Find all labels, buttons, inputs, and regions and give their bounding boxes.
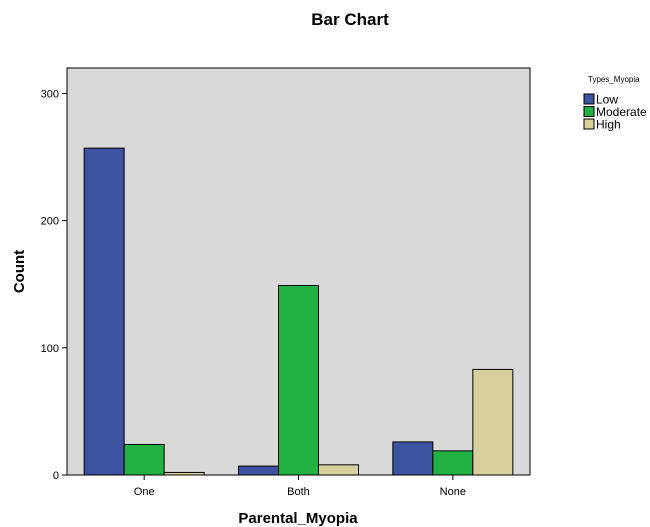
y-axis: 0 100 200 300 xyxy=(41,88,67,482)
y-tick-label: 0 xyxy=(53,470,59,482)
bar-high-both xyxy=(318,464,359,476)
bar-high-one xyxy=(163,471,205,476)
bar-high-none xyxy=(472,368,514,476)
bar-moderate-both xyxy=(278,284,319,476)
y-tick-label: 100 xyxy=(41,343,59,355)
bar-low-one xyxy=(83,147,125,476)
y-tick-label: 200 xyxy=(41,216,59,228)
bar-moderate-one xyxy=(123,443,165,476)
legend-label-moderate: Moderate xyxy=(596,105,647,119)
legend-swatch-low xyxy=(583,93,595,105)
legend-swatch-moderate xyxy=(583,106,595,117)
chart-title: Bar Chart xyxy=(311,10,389,29)
x-tick-label: None xyxy=(440,486,466,498)
x-tick-label: Both xyxy=(287,486,310,498)
bars-group xyxy=(83,147,514,476)
x-axis: One Both None xyxy=(134,475,466,498)
y-axis-label: Count xyxy=(11,250,28,293)
legend-label-high: High xyxy=(596,118,621,132)
bar-low-both xyxy=(238,465,279,476)
legend-swatch-high xyxy=(583,118,595,130)
legend-title: Types_Myopia xyxy=(588,75,640,84)
y-tick-label: 300 xyxy=(41,88,59,100)
legend-label-low: Low xyxy=(596,93,618,107)
x-axis-label: Parental_Myopia xyxy=(238,510,358,527)
bar-moderate-none xyxy=(432,450,474,476)
bar-low-none xyxy=(392,441,434,476)
x-tick-label: One xyxy=(134,486,155,498)
